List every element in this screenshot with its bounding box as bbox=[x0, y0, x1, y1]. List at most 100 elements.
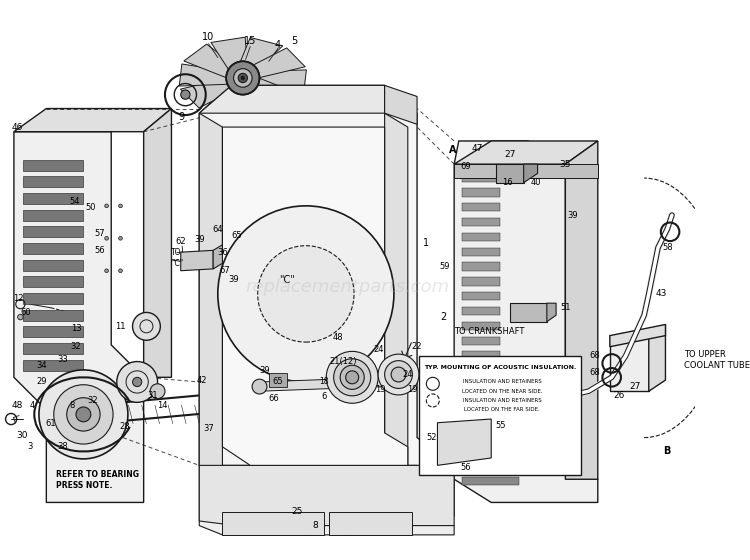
Text: 48: 48 bbox=[333, 333, 344, 342]
Circle shape bbox=[391, 367, 406, 382]
Polygon shape bbox=[461, 410, 500, 419]
Circle shape bbox=[17, 314, 23, 320]
Polygon shape bbox=[181, 250, 213, 270]
Polygon shape bbox=[23, 260, 83, 270]
Polygon shape bbox=[14, 109, 172, 132]
Polygon shape bbox=[248, 48, 305, 78]
Polygon shape bbox=[461, 233, 500, 241]
Text: 40: 40 bbox=[530, 178, 541, 187]
Text: 59: 59 bbox=[439, 438, 449, 447]
Polygon shape bbox=[461, 292, 500, 300]
Text: INSULATION AND RETAINERS: INSULATION AND RETAINERS bbox=[463, 398, 542, 403]
Text: 18: 18 bbox=[320, 377, 329, 386]
Polygon shape bbox=[461, 396, 500, 404]
Polygon shape bbox=[200, 465, 454, 535]
Text: 47: 47 bbox=[472, 144, 483, 153]
Polygon shape bbox=[510, 303, 547, 321]
Polygon shape bbox=[461, 174, 500, 182]
Polygon shape bbox=[461, 455, 519, 463]
Text: 52: 52 bbox=[427, 433, 437, 442]
Circle shape bbox=[252, 379, 267, 394]
Text: 25: 25 bbox=[291, 507, 302, 516]
Polygon shape bbox=[461, 218, 500, 226]
Polygon shape bbox=[238, 38, 283, 71]
Text: A: A bbox=[448, 145, 456, 155]
Polygon shape bbox=[461, 307, 500, 315]
Polygon shape bbox=[179, 64, 229, 86]
Polygon shape bbox=[256, 70, 307, 92]
Polygon shape bbox=[461, 351, 500, 360]
Circle shape bbox=[133, 312, 160, 340]
Polygon shape bbox=[496, 164, 524, 183]
Polygon shape bbox=[649, 324, 665, 391]
Text: 41: 41 bbox=[422, 410, 432, 419]
Text: COOLANT TUBE: COOLANT TUBE bbox=[684, 361, 750, 370]
Text: 27: 27 bbox=[629, 382, 640, 391]
Polygon shape bbox=[211, 37, 248, 71]
Polygon shape bbox=[23, 243, 83, 254]
Text: 50: 50 bbox=[86, 203, 96, 212]
Polygon shape bbox=[202, 85, 248, 119]
Text: TYP. MOUNTING OF ACOUSTIC INSULATION.: TYP. MOUNTING OF ACOUSTIC INSULATION. bbox=[424, 365, 577, 370]
Circle shape bbox=[67, 398, 100, 431]
Text: 21(12): 21(12) bbox=[329, 357, 357, 366]
Polygon shape bbox=[524, 164, 538, 183]
Text: 40: 40 bbox=[422, 396, 432, 405]
Text: 64: 64 bbox=[212, 225, 223, 234]
Text: 56: 56 bbox=[460, 463, 470, 472]
Circle shape bbox=[334, 359, 370, 396]
Text: 14: 14 bbox=[157, 400, 167, 409]
Text: 24: 24 bbox=[403, 370, 413, 379]
Polygon shape bbox=[248, 78, 302, 112]
Text: A: A bbox=[432, 375, 439, 385]
Polygon shape bbox=[268, 373, 287, 386]
Polygon shape bbox=[200, 85, 454, 516]
Text: INSULATION AND RETAINERS: INSULATION AND RETAINERS bbox=[463, 380, 542, 385]
Polygon shape bbox=[184, 44, 237, 78]
Text: replacementparts.com: replacementparts.com bbox=[245, 278, 449, 296]
Polygon shape bbox=[213, 245, 223, 269]
Circle shape bbox=[105, 204, 109, 208]
Text: 9: 9 bbox=[178, 112, 184, 122]
Text: 12: 12 bbox=[13, 294, 24, 303]
Text: 68: 68 bbox=[590, 352, 601, 361]
Polygon shape bbox=[461, 263, 500, 270]
Polygon shape bbox=[385, 113, 408, 479]
Text: 61: 61 bbox=[46, 419, 56, 428]
Polygon shape bbox=[260, 377, 385, 391]
Polygon shape bbox=[461, 444, 519, 451]
Text: 66: 66 bbox=[268, 394, 279, 403]
Polygon shape bbox=[610, 324, 665, 347]
Polygon shape bbox=[461, 478, 519, 485]
Text: B: B bbox=[569, 391, 577, 401]
Text: 24: 24 bbox=[373, 345, 383, 354]
Text: 5: 5 bbox=[292, 36, 298, 46]
Circle shape bbox=[378, 354, 419, 395]
Polygon shape bbox=[200, 113, 223, 479]
Text: 32: 32 bbox=[87, 396, 98, 405]
Polygon shape bbox=[461, 433, 519, 440]
Text: 33: 33 bbox=[58, 355, 68, 364]
Polygon shape bbox=[23, 209, 83, 221]
Text: 39: 39 bbox=[228, 276, 238, 284]
Text: 36: 36 bbox=[217, 248, 228, 256]
Polygon shape bbox=[461, 203, 500, 212]
Polygon shape bbox=[461, 466, 519, 474]
Polygon shape bbox=[200, 465, 454, 526]
Circle shape bbox=[54, 385, 113, 444]
Text: 13: 13 bbox=[70, 324, 81, 333]
Text: TO: TO bbox=[172, 248, 182, 256]
Circle shape bbox=[133, 377, 142, 386]
Text: 22: 22 bbox=[412, 342, 422, 351]
Circle shape bbox=[233, 69, 252, 87]
Polygon shape bbox=[566, 141, 598, 479]
Polygon shape bbox=[23, 343, 83, 354]
Text: 30: 30 bbox=[16, 431, 28, 440]
Polygon shape bbox=[461, 381, 500, 389]
Text: 51: 51 bbox=[560, 304, 571, 312]
Text: 65: 65 bbox=[273, 377, 284, 386]
Circle shape bbox=[105, 236, 109, 240]
Circle shape bbox=[258, 246, 354, 342]
Text: 62: 62 bbox=[176, 236, 186, 246]
Circle shape bbox=[118, 204, 122, 208]
